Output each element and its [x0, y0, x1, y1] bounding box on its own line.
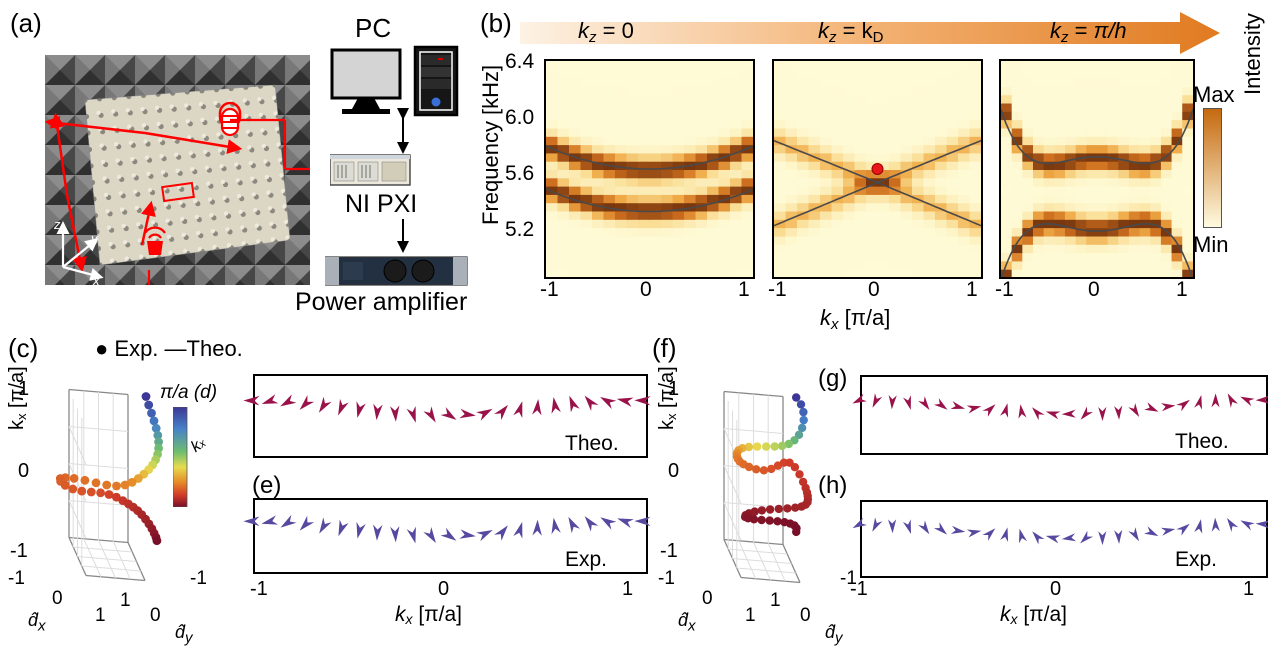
svg-text:z: z: [53, 217, 61, 232]
svg-text:y: y: [90, 231, 99, 246]
svg-text:x: x: [92, 273, 100, 285]
